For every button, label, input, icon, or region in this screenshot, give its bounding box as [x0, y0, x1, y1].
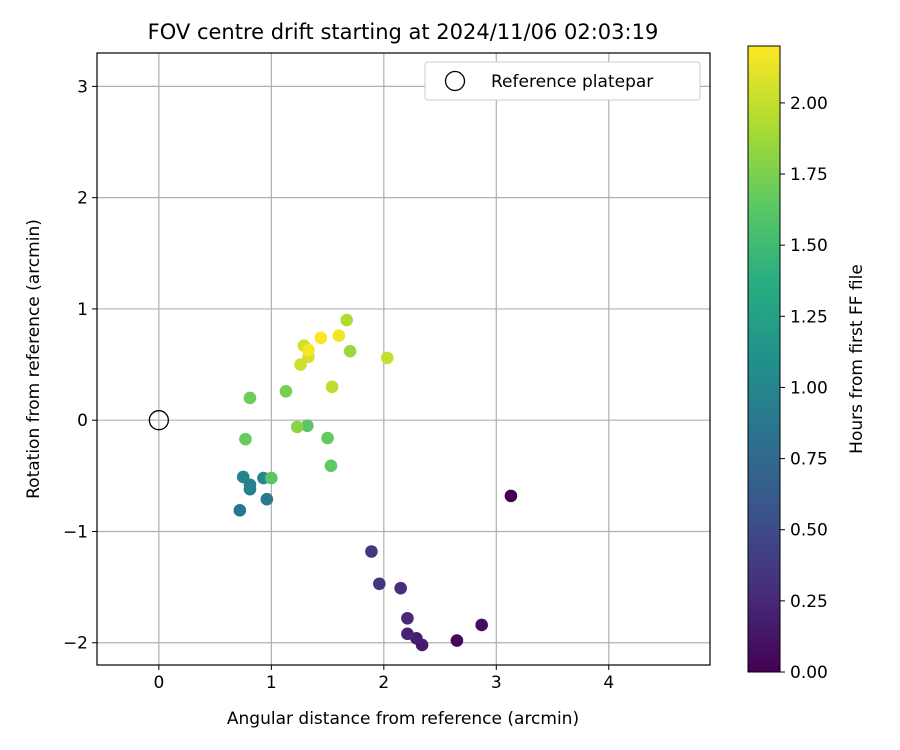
colorbar: 0.00 0.25 0.50 0.75 1.00 1.25 1.50 1.75 2.00 Hou… — [747, 45, 867, 683]
scatter-point — [401, 611, 414, 625]
data-points — [148, 313, 518, 652]
y-axis-ticks: −2 −1 0 1 2 3 — [63, 77, 97, 654]
x-axis-ticks: 0 1 2 3 4 — [153, 665, 614, 693]
legend-marker-circle-icon — [444, 70, 466, 92]
x-axis-label: Angular distance from reference (arcmin) — [227, 709, 579, 729]
scatter-point — [260, 492, 274, 506]
scatter-point — [373, 577, 386, 591]
reference-platepar-marker — [148, 410, 170, 431]
chart-title: FOV centre drift starting at 2024/11/06 … — [148, 20, 659, 44]
scatter-point — [324, 459, 338, 473]
y-axis-label: Rotation from reference (arcmin) — [24, 219, 44, 499]
scatter-point — [332, 329, 346, 342]
y-tick-label: 0 — [77, 411, 88, 431]
x-tick-label: 0 — [153, 673, 164, 693]
legend: Reference platepar — [424, 61, 701, 101]
scatter-point — [365, 545, 378, 558]
scatter-point — [475, 618, 488, 632]
x-tick-label: 2 — [378, 673, 389, 693]
scatter-point — [314, 331, 328, 345]
colorbar-tick-label: 1.75 — [790, 165, 828, 185]
colorbar-tick-label: 0.00 — [790, 663, 828, 683]
y-tick-label: 3 — [77, 77, 88, 97]
colorbar-label: Hours from first FF file — [847, 264, 867, 454]
scatter-point — [340, 313, 353, 327]
colorbar-tick-label: 0.50 — [790, 521, 828, 541]
x-tick-label: 1 — [266, 673, 277, 693]
scatter-point — [301, 419, 314, 433]
grid-lines — [97, 53, 710, 665]
legend-box — [424, 61, 701, 101]
plot-frame — [96, 52, 711, 666]
scatter-point — [265, 471, 278, 485]
colorbar-tick-label: 0.25 — [790, 592, 828, 612]
scatter-point — [279, 384, 293, 398]
colorbar-tick-label: 2.00 — [790, 94, 828, 114]
scatter-point — [504, 489, 518, 503]
scatter-point — [290, 420, 304, 434]
scatter-point — [394, 581, 407, 595]
scatter-point — [325, 380, 339, 394]
scatter-point — [239, 432, 252, 446]
scatter-point — [243, 391, 257, 405]
colorbar-tick-label: 0.75 — [790, 450, 828, 470]
y-tick-label: 2 — [77, 189, 88, 209]
scatter-point — [302, 343, 315, 357]
scatter-point — [401, 627, 414, 641]
y-tick-label: −1 — [63, 522, 88, 542]
legend-entry-reference: Reference platepar — [491, 72, 653, 92]
x-tick-label: 3 — [491, 673, 502, 693]
scatter-point — [450, 634, 464, 647]
scatter-point — [233, 504, 247, 517]
y-tick-label: −2 — [63, 634, 88, 654]
colorbar-tick-label: 1.50 — [790, 236, 828, 256]
y-tick-label: 1 — [77, 300, 88, 320]
colorbar-tick-label: 1.00 — [790, 378, 828, 398]
colorbar-gradient — [747, 45, 781, 673]
scatter-point — [380, 351, 394, 365]
scatter-point — [294, 358, 307, 371]
scatter-point — [343, 344, 357, 358]
scatter-point — [321, 431, 334, 445]
colorbar-tick-label: 1.25 — [790, 307, 828, 327]
scatter-point — [236, 470, 250, 484]
x-tick-label: 4 — [603, 673, 614, 693]
colorbar-ticks: 0.00 0.25 0.50 0.75 1.00 1.25 1.50 1.75 2.00 — [780, 94, 828, 683]
